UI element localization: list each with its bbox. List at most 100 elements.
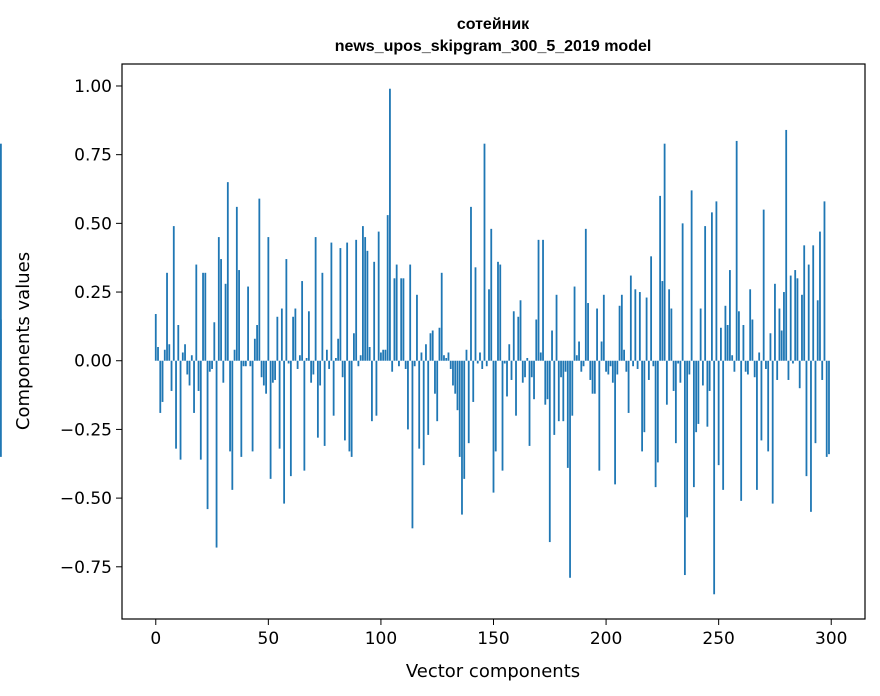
bar-132 [452,360,454,386]
x-tick-label: 250 [702,629,734,649]
bar-157 [508,344,511,361]
bar-undefined [0,319,2,361]
bar-14 [186,360,189,375]
bar-258 [735,140,738,361]
bar-161 [517,316,520,361]
bar-289 [805,360,808,477]
bar-211 [629,275,632,361]
bar-144 [479,352,481,361]
bar-292 [812,245,815,361]
y-axis-ticks: 1.00 0.75 0.50 0.25 0.00 −0.25 −0.50 −0.75 [60,77,122,578]
bar-70 [312,360,315,375]
bar-40 [244,360,247,367]
bar-151 [494,360,497,452]
bar-273 [769,333,772,361]
bar-178 [555,294,558,361]
bar-18 [195,264,198,361]
bar-55 [278,360,281,449]
bar-272 [767,360,770,452]
bar-137 [463,360,466,479]
bar-293 [814,360,817,444]
bar-97 [373,261,376,361]
bar-265 [751,319,754,361]
bar-77 [328,360,331,369]
bar-21 [202,272,204,361]
bar-251 [720,327,722,361]
bar-270 [762,209,765,361]
bar-115 [413,360,416,367]
bar-31 [224,283,227,361]
bar-188 [578,341,580,361]
bar-281 [787,360,790,380]
bar-38 [240,360,243,457]
bar-254 [726,325,729,361]
bar-25 [211,360,213,369]
bar-58 [285,259,288,361]
bar-65 [301,281,304,361]
bar-163 [521,360,524,383]
bar-282 [789,275,792,361]
bar-284 [794,270,797,361]
bar-154 [501,360,504,471]
bar-125 [436,360,439,422]
bar-209 [625,360,628,372]
bar-20 [199,360,202,460]
bar-240 [695,360,698,433]
bar-286 [798,360,801,389]
y-tick-label: −0.50 [60,489,112,509]
bar-213 [634,289,637,361]
bar-167 [530,360,533,378]
bar-123 [431,330,434,361]
bar-262 [744,360,747,372]
bar-82 [339,248,342,361]
bar-173 [544,360,547,405]
bar-83 [341,360,344,378]
bar-297 [823,201,826,361]
bar-255 [729,270,731,361]
bar-111 [404,360,407,369]
bar-146 [483,143,486,361]
bar-113 [409,264,412,361]
bar-153 [499,264,502,361]
bar-245 [706,360,709,427]
bar-160 [515,360,517,416]
bar-118 [420,352,423,361]
bar-184 [569,360,571,578]
bar-253 [724,305,727,361]
bar-133 [454,360,457,394]
bar-89 [355,239,358,361]
bar-52 [271,360,274,383]
bar-63 [296,360,299,369]
bar-227 [665,360,668,405]
bar-231 [674,360,677,444]
bar-84 [344,360,346,441]
bar-99 [377,231,380,361]
bar-222 [654,360,657,488]
bar-217 [643,360,646,433]
bar-166 [528,360,531,446]
bar-54 [276,316,279,361]
bar-169 [535,319,538,361]
bar-103 [386,215,389,361]
bar-12 [181,352,184,361]
bar-61 [292,316,295,361]
bar-197 [598,360,601,471]
bar-176 [551,330,553,361]
bar-135 [458,360,461,457]
bar-35 [233,349,236,361]
x-tick-label: 150 [477,629,509,649]
bar-73 [319,360,322,386]
bar-219 [647,360,650,380]
bar-250 [717,360,720,466]
bar-223 [656,360,659,463]
bar-193 [589,360,592,380]
bar-190 [582,360,585,367]
y-axis-label: Components values [13,252,34,430]
bar-141 [472,360,475,402]
bar-199 [602,294,605,361]
bar-212 [632,360,634,367]
bar-234 [681,223,684,361]
bar-10 [177,325,180,361]
bar-228 [668,289,671,361]
